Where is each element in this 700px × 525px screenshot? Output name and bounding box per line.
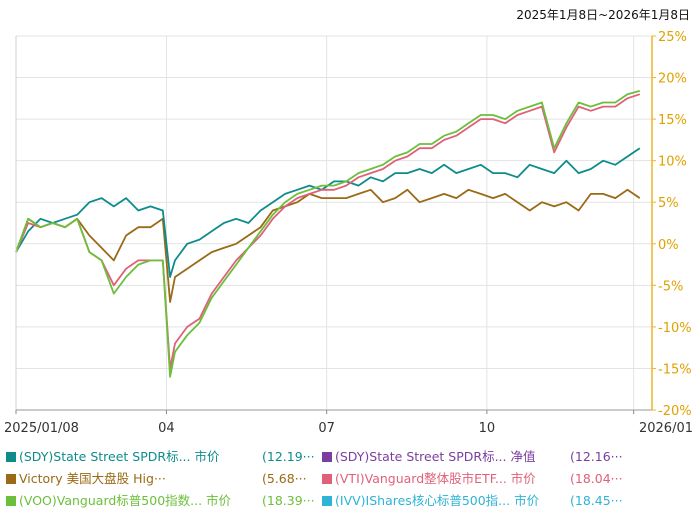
legend-series-value: (12.16··· bbox=[570, 449, 623, 464]
chart-series-layer bbox=[15, 90, 641, 378]
y-tick-label: -10% bbox=[658, 321, 692, 336]
y-tick-label: 20% bbox=[658, 72, 687, 87]
series-line-sdy bbox=[15, 147, 641, 278]
x-tick-label: 10 bbox=[479, 421, 496, 436]
legend-swatch bbox=[322, 474, 332, 484]
y-tick-label: -5% bbox=[658, 279, 683, 294]
y-tick-label: -15% bbox=[658, 362, 692, 377]
series-line-victory bbox=[15, 188, 641, 303]
legend-swatch bbox=[322, 452, 332, 462]
series-line-voo bbox=[15, 90, 641, 378]
chart-axes: 25% 20% 15% 10% 5% 0% -5% -10% -15% -20% 2025/01/0… bbox=[4, 30, 693, 436]
legend-item-sdy[interactable]: (SDY)State Street SPDR标... 市价 (12.19··· bbox=[6, 447, 315, 467]
legend-item-voo[interactable]: (VOO)Vanguard标普500指数... 市价 (18.39··· bbox=[6, 491, 315, 511]
x-tick-label: 2025/01/08 bbox=[4, 421, 79, 436]
legend-series-name: (IVV)IShares核心标普500指... 市价 bbox=[335, 493, 540, 508]
legend-series-value: (18.45··· bbox=[570, 493, 623, 508]
y-tick-label: 10% bbox=[658, 155, 687, 170]
legend-series-name: (VTI)Vanguard整体股市ETF... 市价 bbox=[335, 471, 536, 486]
legend-series-name: (SDY)State Street SPDR标... 净值 bbox=[335, 449, 536, 464]
legend-series-value: (5.68··· bbox=[262, 471, 307, 486]
x-tick-label: 04 bbox=[158, 421, 175, 436]
legend-swatch bbox=[6, 452, 16, 462]
y-tick-label: 25% bbox=[658, 30, 687, 45]
legend-swatch bbox=[6, 474, 16, 484]
legend-item-victory[interactable]: Victory 美国大盘股 Hig··· (5.68··· bbox=[6, 469, 307, 489]
legend-series-value: (18.04··· bbox=[570, 471, 623, 486]
chart-gridlines bbox=[15, 35, 652, 411]
legend-series-name: (VOO)Vanguard标普500指数... 市价 bbox=[19, 493, 232, 508]
y-tick-label: 5% bbox=[658, 196, 679, 211]
legend-series-value: (12.19··· bbox=[262, 449, 315, 464]
legend-item-vti[interactable]: (VTI)Vanguard整体股市ETF... 市价 (18.04··· bbox=[322, 469, 623, 489]
y-tick-label: -20% bbox=[658, 404, 692, 419]
legend-series-name: Victory 美国大盘股 Hig··· bbox=[19, 471, 166, 486]
legend-series-value: (18.39··· bbox=[262, 493, 315, 508]
date-range-label: 2025年1月8日~2026年1月8日 bbox=[516, 8, 690, 22]
legend-item-ivv[interactable]: (IVV)IShares核心标普500指... 市价 (18.45··· bbox=[322, 491, 623, 511]
y-tick-label: 0% bbox=[658, 238, 679, 253]
y-tick-label: 15% bbox=[658, 113, 687, 128]
x-tick-label: 2026/01 bbox=[639, 421, 693, 436]
x-tick-label: 07 bbox=[318, 421, 335, 436]
legend-item-sdy_nav[interactable]: (SDY)State Street SPDR标... 净值 (12.16··· bbox=[322, 447, 623, 467]
performance-line-chart: 25% 20% 15% 10% 5% 0% -5% -10% -15% -20% 2025/01/0… bbox=[4, 30, 693, 436]
legend-series-name: (SDY)State Street SPDR标... 市价 bbox=[19, 449, 220, 464]
legend-swatch bbox=[322, 496, 332, 506]
legend-swatch bbox=[6, 496, 16, 506]
series-line-vti bbox=[15, 93, 641, 370]
